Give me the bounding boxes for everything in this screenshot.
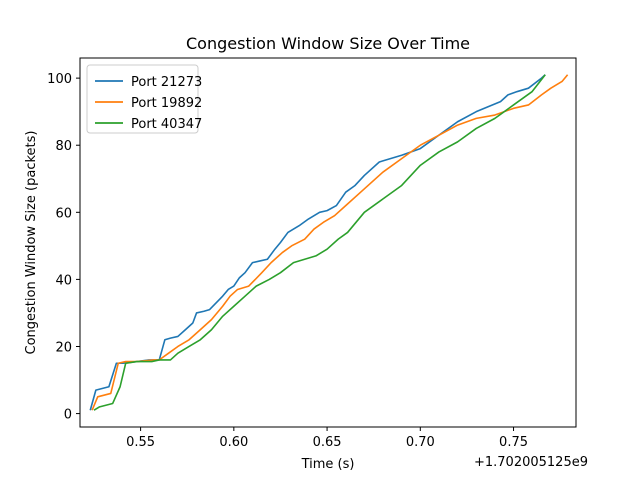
y-tick-label: 100 (47, 72, 72, 87)
y-tick-label: 60 (55, 206, 72, 221)
series-lines (89, 74, 569, 411)
legend-label-1: Port 21273 (131, 75, 202, 90)
plot-frame (79, 57, 577, 428)
y-axis-label: Congestion Window Size (packets) (24, 131, 39, 355)
x-axis-label: Time (s) (301, 457, 355, 472)
y-tick-label: 80 (55, 139, 72, 154)
x-tick-label: 0.65 (313, 435, 342, 450)
x-tick-label: 0.70 (406, 435, 435, 450)
x-tick-label: 0.75 (499, 435, 528, 450)
legend-label-2: Port 19892 (131, 96, 202, 111)
series-line-3 (93, 74, 546, 411)
y-axis: 0 20 40 60 80 100 (47, 72, 80, 423)
y-tick-label: 20 (55, 340, 72, 355)
y-tick-label: 0 (64, 408, 72, 423)
x-tick-label: 0.60 (219, 435, 248, 450)
legend-label-3: Port 40347 (131, 117, 202, 132)
y-tick-label: 40 (55, 273, 72, 288)
x-axis: 0.55 0.60 0.65 0.70 0.75 (126, 427, 528, 450)
chart-title: Congestion Window Size Over Time (186, 34, 470, 53)
x-tick-label: 0.55 (126, 435, 155, 450)
legend-box (86, 64, 199, 134)
x-axis-offset-label: +1.702005125e9 (474, 455, 588, 470)
legend: Port 21273 Port 19892 Port 40347 (86, 64, 202, 134)
series-line-1 (89, 74, 546, 411)
